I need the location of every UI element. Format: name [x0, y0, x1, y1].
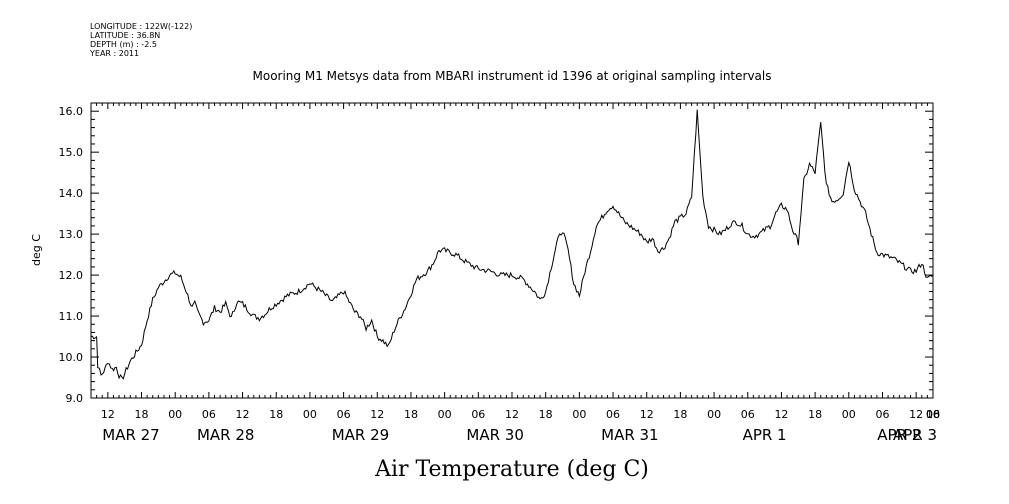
x-tick-label: 18 [673, 408, 687, 421]
y-tick-label: 13.0 [59, 228, 84, 241]
x-tick-label: 06 [606, 408, 620, 421]
year-text: YEAR : 2011 [90, 49, 140, 58]
y-tick-label: 15.0 [59, 146, 84, 159]
x-tick-label: 06 [875, 408, 889, 421]
y-tick-label: 16.0 [59, 105, 84, 118]
x-tick-label: 00 [842, 408, 856, 421]
x-tick-label: 00 [438, 408, 452, 421]
x-tick-label: 00 [572, 408, 586, 421]
x-tick-label: 18 [404, 408, 418, 421]
x-tick-label: 18 [808, 408, 822, 421]
date-label: APR 2 [877, 426, 921, 444]
y-tick-label: 9.0 [66, 392, 84, 405]
tick-marks [90, 102, 934, 399]
x-tick-label: 06 [337, 408, 351, 421]
chart-title: Mooring M1 Metsys data from MBARI instru… [253, 69, 772, 83]
x-tick-label: 06 [471, 408, 485, 421]
date-label: MAR 28 [197, 426, 254, 444]
date-label: MAR 30 [466, 426, 523, 444]
x-axis-label: Air Temperature (deg C) [374, 457, 649, 482]
x-tick-label: 00 [303, 408, 317, 421]
date-label: MAR 29 [332, 426, 389, 444]
x-tick-label: 12 [236, 408, 250, 421]
series-line [90, 109, 934, 380]
x-tick-label: 18 [539, 408, 553, 421]
x-tick-label: 12 [909, 408, 923, 421]
y-axis-label: deg C [30, 234, 43, 266]
plot-frame [90, 102, 934, 399]
latitude-text: LATITUDE : 36.8N [90, 31, 161, 40]
x-tick-label: 00 [168, 408, 182, 421]
x-tick-label: 06 [202, 408, 216, 421]
date-labels: MAR 27 MAR 28 MAR 29 MAR 30 MAR 31 APR 1 APR 2… [102, 426, 937, 444]
x-tick-label: 18 [135, 408, 149, 421]
x-tick-label: 12 [640, 408, 654, 421]
x-tick-labels: 12 18 00 06 12 18 00 06 12 18 00 06 12 18 00 06 12 18 00 06… [101, 408, 940, 421]
y-tick-label: 11.0 [59, 310, 84, 323]
x-tick-label: 12 [370, 408, 384, 421]
depth-text: DEPTH (m) : -2.5 [90, 40, 157, 49]
x-tick-label: 18 [926, 408, 940, 421]
x-tick-label: 12 [505, 408, 519, 421]
y-tick-labels: 9.0 10.0 11.0 12.0 13.0 14.0 15.0 16.0 [59, 105, 84, 405]
date-label: APR 3 [893, 426, 937, 444]
longitude-text: LONGITUDE : 122W(-122) [90, 22, 193, 31]
date-label: MAR 27 [102, 426, 159, 444]
y-tick-label: 12.0 [59, 269, 84, 282]
x-tick-label: 12 [774, 408, 788, 421]
x-tick-label: 18 [269, 408, 283, 421]
metadata-block: LONGITUDE : 122W(-122) LATITUDE : 36.8N … [90, 22, 192, 58]
x-tick-label: 00 [926, 408, 940, 421]
x-tick-label: 00 [707, 408, 721, 421]
y-tick-label: 10.0 [59, 351, 84, 364]
date-label: APR 1 [743, 426, 787, 444]
date-label: MAR 31 [601, 426, 658, 444]
x-tick-label: 06 [926, 408, 940, 421]
x-tick-label: 12 [101, 408, 115, 421]
x-tick-label: 06 [741, 408, 755, 421]
y-tick-label: 14.0 [59, 187, 84, 200]
